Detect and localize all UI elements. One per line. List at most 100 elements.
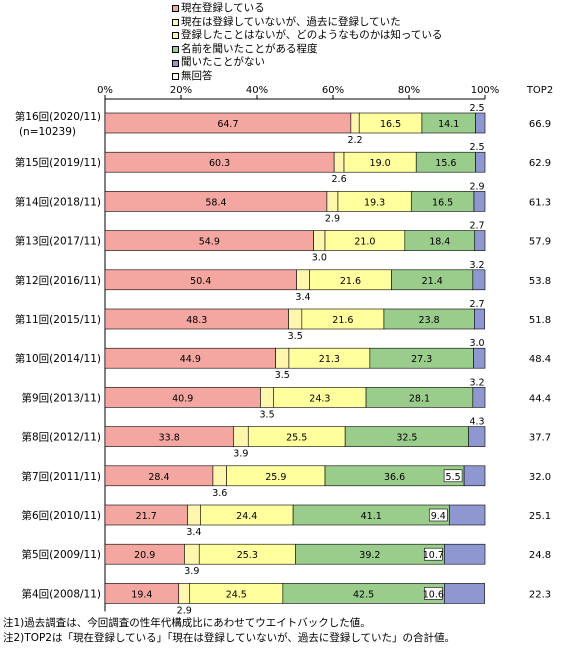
legend-item: 現在は登録していないが、過去に登録していた <box>172 16 442 30</box>
data-label: 21.7 <box>136 511 157 522</box>
note-2: 注2)TOP2は「現在登録している」「現在は登録していないが、過去に登録していた… <box>3 632 456 644</box>
top2-value: 61.3 <box>529 197 551 208</box>
data-label: 21.4 <box>422 276 443 287</box>
data-label: 15.6 <box>435 158 456 169</box>
category-label: 第7回(2011/11) <box>22 470 102 483</box>
data-label: 50.4 <box>190 276 211 287</box>
bar-segment <box>473 191 486 212</box>
bar-segment <box>444 583 485 604</box>
legend-swatch <box>172 59 179 67</box>
notes: 注1)過去調査は、今回調査の性年代構成比にあわせてウエイトバックした値。 注2)… <box>3 616 455 646</box>
legend-swatch <box>172 46 179 54</box>
data-label: 25.5 <box>286 433 307 444</box>
data-label: 3.5 <box>260 409 275 420</box>
legend-label: 現在登録している <box>181 2 265 14</box>
data-label: 20.9 <box>134 550 155 561</box>
category-label: 第6回(2010/11) <box>22 509 102 522</box>
bar-segment <box>463 465 486 487</box>
category-label: 第11回(2015/11) <box>15 313 101 326</box>
legend-swatch <box>172 5 179 13</box>
top2-value: 32.0 <box>529 472 551 483</box>
legend-swatch <box>172 18 179 26</box>
bar-segment <box>233 426 249 447</box>
legend-label: 現在は登録していないが、過去に登録していた <box>181 15 401 28</box>
data-label: 2.5 <box>469 103 484 114</box>
legend-swatch <box>172 73 179 81</box>
data-label-box <box>424 547 443 561</box>
legend-label: 無回答 <box>181 69 213 82</box>
data-label: 23.8 <box>419 315 440 326</box>
data-label: 19.4 <box>131 589 152 600</box>
data-label: 2.7 <box>469 221 484 232</box>
data-label: 3.4 <box>186 527 201 538</box>
data-label: 21.6 <box>332 315 353 326</box>
data-label: 64.7 <box>217 119 238 130</box>
data-label: 3.5 <box>275 370 290 381</box>
data-label: 3.0 <box>469 338 484 349</box>
data-label: 3.6 <box>212 488 227 499</box>
bar-segment <box>184 543 200 565</box>
bar-segment <box>212 465 227 487</box>
data-label: 4.3 <box>469 417 484 428</box>
bar-segment <box>472 387 486 408</box>
bar-segment <box>444 543 486 565</box>
bar-segment <box>475 151 486 173</box>
category-label: 第15回(2019/11) <box>15 156 101 169</box>
data-label: 58.4 <box>205 197 226 208</box>
bar-segment <box>468 426 486 447</box>
legend-item: 名前を聞いたことがある程度 <box>172 43 442 57</box>
data-label: 21.6 <box>340 276 361 287</box>
data-label: 3.4 <box>295 292 310 303</box>
data-label: 3.5 <box>288 331 303 342</box>
data-label: 54.9 <box>199 237 220 248</box>
bar-segment <box>473 347 486 369</box>
data-label-box <box>428 508 448 522</box>
data-label: 10.7 <box>423 550 444 561</box>
data-label: 24.5 <box>226 589 247 600</box>
bar-segment <box>350 112 360 134</box>
data-label: 27.3 <box>411 354 432 365</box>
bar-segment <box>326 191 339 212</box>
category-label: 第4回(2008/11) <box>22 587 102 600</box>
data-label: 10.6 <box>423 589 444 600</box>
category-label: 第9回(2013/11) <box>22 391 102 404</box>
data-label: 19.3 <box>364 197 385 208</box>
top2-value: 66.9 <box>529 119 551 130</box>
category-label: 第14回(2018/11) <box>15 195 101 208</box>
data-label: 44.9 <box>180 354 201 365</box>
legend-label: 聞いたことがない <box>181 56 265 69</box>
top2-header: TOP2 <box>526 85 553 96</box>
top2-value: 44.4 <box>529 393 551 404</box>
bar-segment <box>313 230 326 251</box>
data-label: 5.5 <box>446 472 461 483</box>
bar-segment <box>288 308 303 330</box>
data-label: 16.5 <box>380 119 401 130</box>
x-tick-label: 20% <box>170 85 192 96</box>
top2-value: 25.1 <box>529 511 551 522</box>
bar-segment <box>296 269 310 291</box>
legend-item: 無回答 <box>172 70 442 84</box>
data-label-box <box>424 587 443 600</box>
x-tick-label: 60% <box>322 85 344 96</box>
category-label: 第8回(2012/11) <box>22 431 102 444</box>
bar-segment <box>474 230 486 251</box>
data-label: 41.1 <box>361 511 382 522</box>
legend-item: 聞いたことがない <box>172 56 442 70</box>
bar-segment <box>275 347 290 369</box>
legend-label: 登録したことはないが、どのようなものかは知っている <box>181 29 443 42</box>
data-label: 3.9 <box>184 566 199 577</box>
legend-item: 登録したことはないが、どのようなものかは知っている <box>172 29 442 43</box>
data-label: 32.5 <box>396 433 417 444</box>
category-label: 第5回(2009/11) <box>22 548 102 561</box>
bar-segment <box>474 308 485 330</box>
bar-segment <box>448 504 486 526</box>
data-label: 2.5 <box>469 142 484 153</box>
data-label: 21.0 <box>354 237 375 248</box>
note-1: 注1)過去調査は、今回調査の性年代構成比にあわせてウエイトバックした値。 <box>3 617 371 629</box>
x-tick-label: 40% <box>246 85 268 96</box>
data-label: 3.9 <box>233 449 248 460</box>
category-label: 第16回(2020/11) <box>15 110 101 123</box>
top2-value: 22.3 <box>529 589 551 600</box>
data-label: 2.9 <box>325 213 340 224</box>
